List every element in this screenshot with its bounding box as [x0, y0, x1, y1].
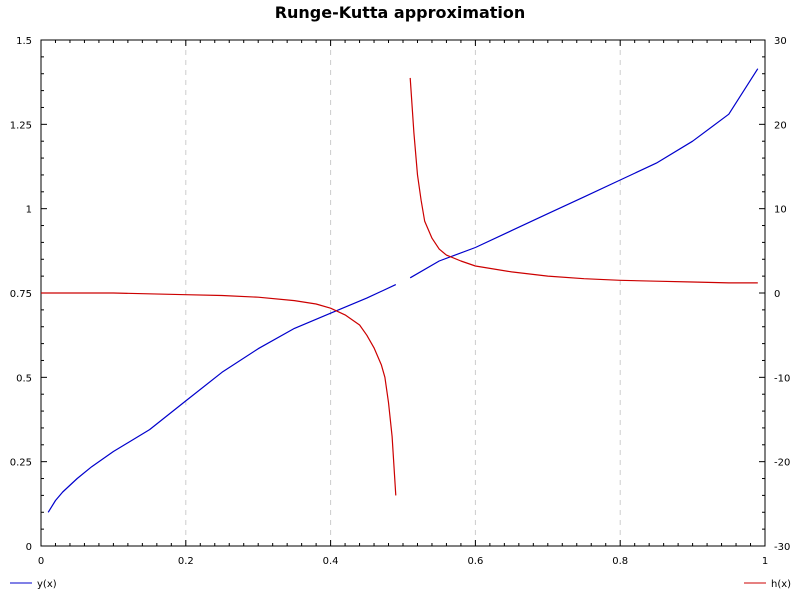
y-right-tick-label: -10 [774, 373, 790, 384]
y-left-tick-label: 0.25 [10, 458, 32, 469]
chart-title: Runge-Kutta approximation [275, 3, 526, 22]
x-tick-label: 0 [38, 556, 44, 567]
y-right-tick-label: 0 [774, 289, 780, 300]
series-line-yx-segment-1 [47, 284, 397, 513]
y-left-tick-label: 1 [26, 205, 32, 216]
y-left-tick-label: 0 [26, 542, 32, 553]
y-right-tick-label: -30 [774, 542, 790, 553]
series-line-yx-segment-2 [409, 68, 759, 279]
tick-labels: 0 0.2 0.4 0.6 0.8 100.250.50.7511.251.5-30-20… [10, 36, 791, 567]
x-tick-label: 0.2 [178, 556, 194, 567]
y-left-tick-label: 0.5 [16, 373, 32, 384]
axis-ticks [40, 39, 766, 547]
x-tick-label: 0.4 [323, 556, 339, 567]
series-line-hx-segment-1 [41, 292, 397, 496]
y-right-tick-label: -20 [774, 458, 790, 469]
legend-label-h: h(x) [771, 579, 791, 590]
y-left-tick-label: 1.5 [16, 36, 32, 47]
x-tick-label: 1 [762, 556, 768, 567]
legend-label-y: y(x) [37, 579, 57, 590]
series [41, 68, 759, 513]
y-right-tick-label: 10 [774, 205, 787, 216]
y-right-tick-label: 20 [774, 120, 787, 131]
grid [185, 40, 621, 546]
y-left-tick-label: 1.25 [10, 120, 32, 131]
plot-frame [40, 39, 766, 547]
y-right-tick-label: 30 [774, 36, 787, 47]
series-line-hx-segment-2 [409, 77, 758, 284]
legend: y(x) h(x) [10, 579, 791, 590]
x-tick-label: 0.6 [467, 556, 483, 567]
x-tick-label: 0.8 [612, 556, 628, 567]
y-left-tick-label: 0.75 [10, 289, 32, 300]
